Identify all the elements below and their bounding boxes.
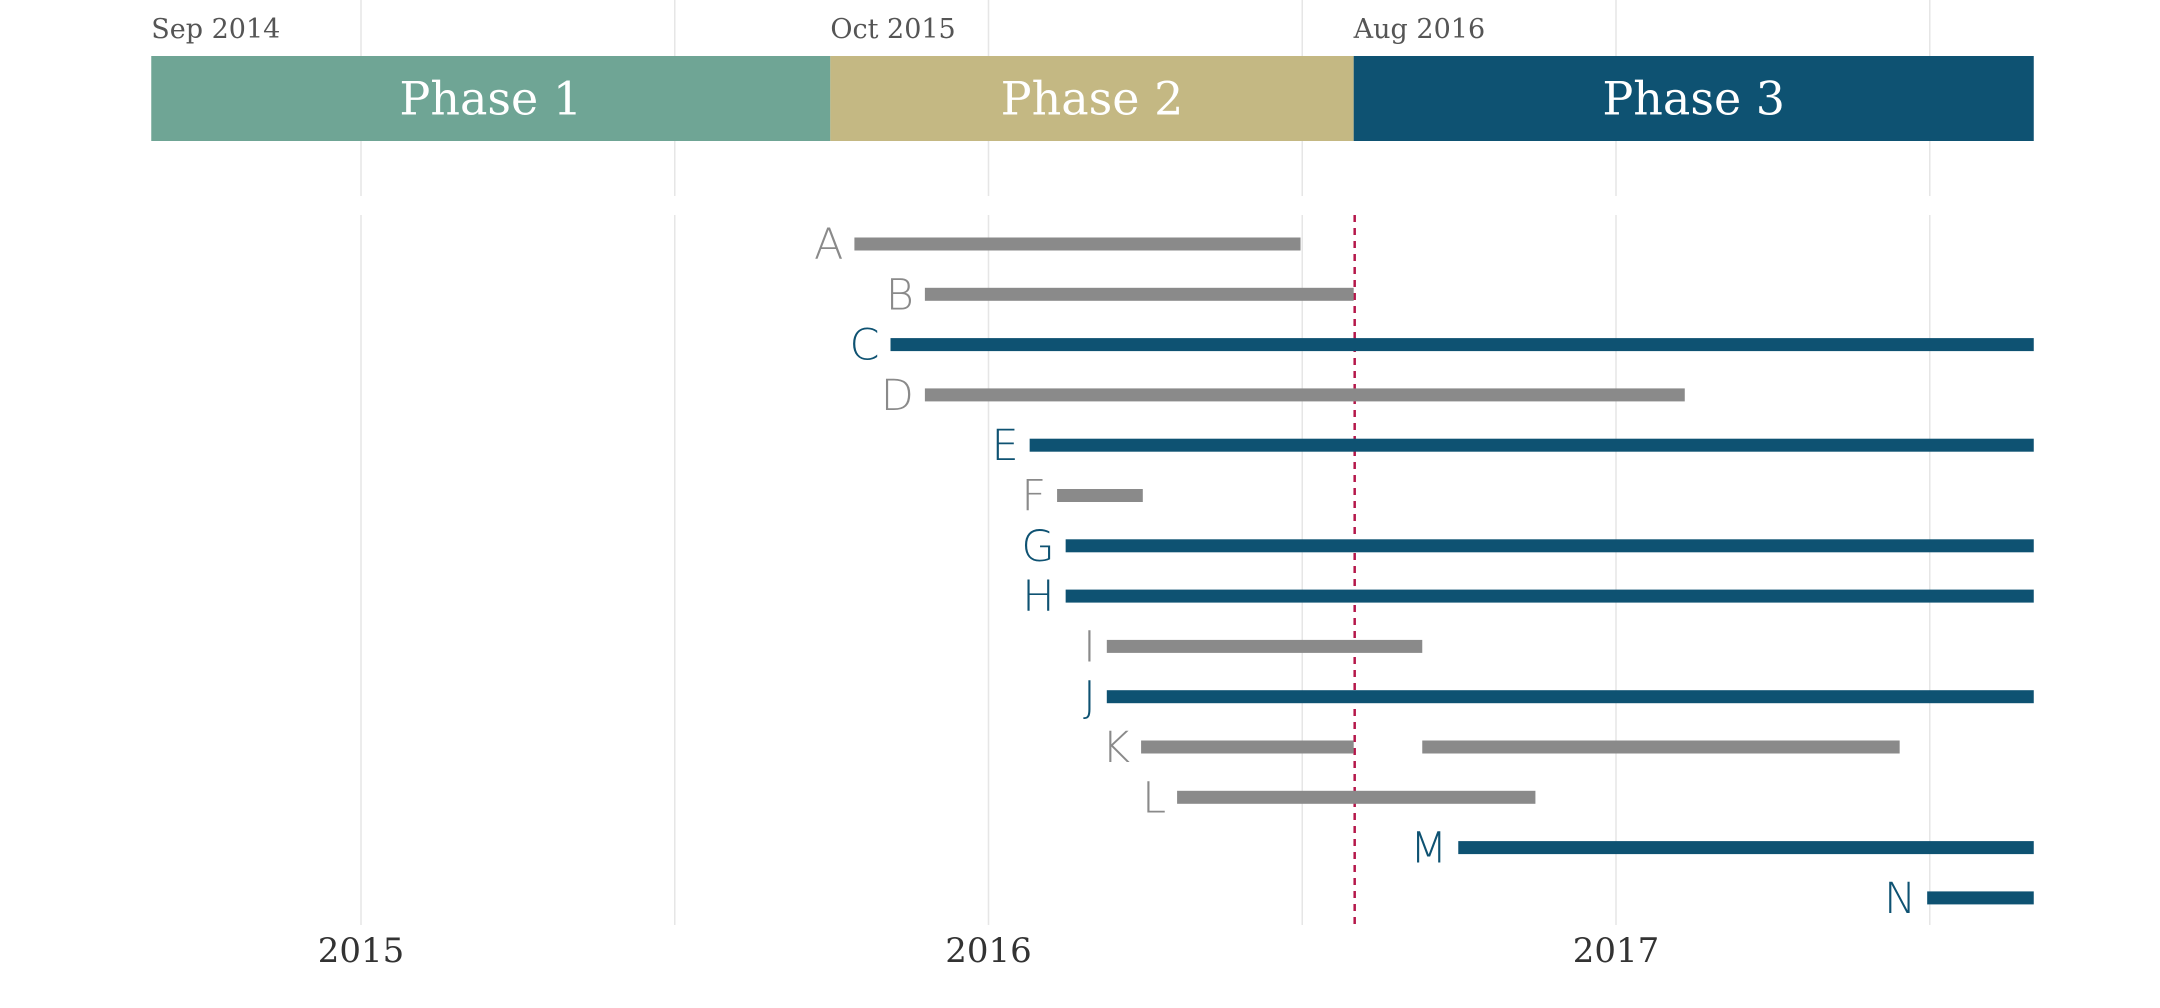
row-bar xyxy=(1458,841,2034,855)
row-label: E xyxy=(991,421,1018,471)
phase-block xyxy=(151,56,831,141)
row-bar xyxy=(890,338,2034,352)
timeline-row: N xyxy=(1884,874,2034,924)
x-tick-label: 2017 xyxy=(1573,931,1660,971)
row-bar xyxy=(1057,489,1143,502)
phase-label: Phase 3 xyxy=(1602,72,1785,126)
row-label: M xyxy=(1410,824,1447,874)
timeline-row: F xyxy=(1021,472,1143,522)
timeline-row: H xyxy=(1022,572,2034,622)
timeline-row: E xyxy=(991,421,2034,471)
row-bar xyxy=(924,287,1354,301)
row-bar xyxy=(1065,589,2034,603)
row-label: J xyxy=(1083,673,1096,723)
timeline-row: L xyxy=(1142,773,1536,823)
row-label: N xyxy=(1884,874,1916,924)
timeline-row: M xyxy=(1410,824,2034,874)
row-label: I xyxy=(1083,622,1096,672)
phase-block xyxy=(830,56,1354,141)
x-axis: 2015 2016 2017 xyxy=(318,931,1660,971)
phase-label: Phase 1 xyxy=(399,72,582,126)
row-label: B xyxy=(886,270,914,320)
row-bar xyxy=(1927,891,2034,905)
row-label: G xyxy=(1021,522,1054,572)
row-label: C xyxy=(849,321,879,371)
row-bar xyxy=(924,388,1685,402)
row-label: F xyxy=(1021,472,1046,522)
phase-bar: Phase 1 Sep 2014 Phase 2 Oct 2015 Phase 3 Aug… xyxy=(151,14,2034,141)
row-bar xyxy=(1106,639,1423,653)
timeline-row: I xyxy=(1083,622,1423,672)
row-bar xyxy=(1029,438,2034,452)
row-bar xyxy=(1106,690,2034,704)
phase-label: Phase 2 xyxy=(1001,72,1184,126)
timeline-row: A xyxy=(814,220,1301,270)
row-label: H xyxy=(1022,572,1054,622)
phase-start-date: Oct 2015 xyxy=(830,14,955,45)
timeline-row: D xyxy=(881,371,1685,421)
row-label: L xyxy=(1142,773,1166,823)
timeline-row: G xyxy=(1021,522,2034,572)
phase-block xyxy=(1353,56,2034,141)
row-label: A xyxy=(814,220,843,270)
x-tick-label: 2016 xyxy=(945,931,1032,971)
x-tick-label: 2015 xyxy=(318,931,405,971)
row-bar xyxy=(1065,539,2034,553)
row-bar xyxy=(854,237,1301,251)
phase-start-date: Aug 2016 xyxy=(1353,14,1485,45)
timeline-row: B xyxy=(886,270,1354,320)
row-label: K xyxy=(1102,723,1130,773)
phase-start-date: Sep 2014 xyxy=(151,14,280,45)
row-label: D xyxy=(881,371,914,421)
row-bar xyxy=(1422,740,1900,754)
row-bar xyxy=(1177,790,1536,804)
timeline-row: J xyxy=(1083,673,2034,723)
timeline-row: K xyxy=(1102,723,1900,773)
timeline-row: C xyxy=(849,321,2034,371)
row-bar xyxy=(1141,740,1354,754)
